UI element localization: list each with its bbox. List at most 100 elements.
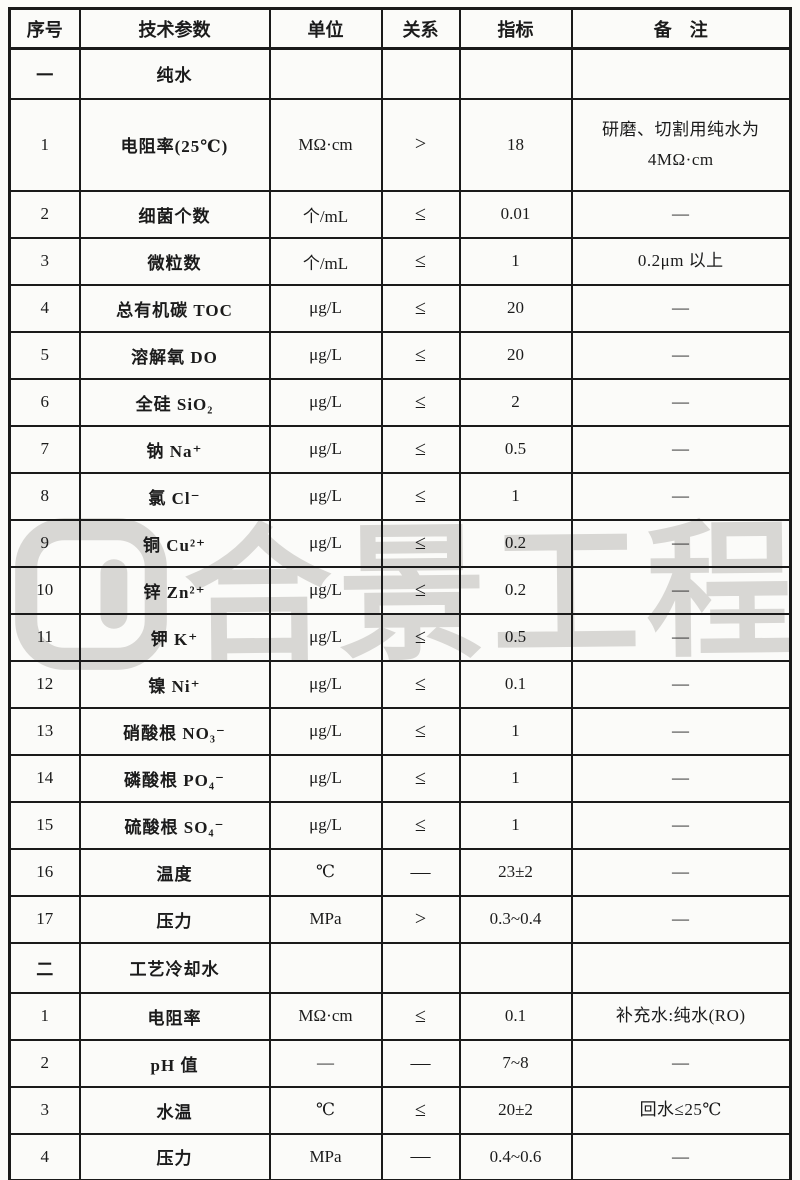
cell-unit: μg/L: [268, 330, 383, 380]
cell-index: 14: [8, 753, 81, 803]
cell-indicator: 1: [458, 706, 573, 756]
cell-relation: [380, 941, 461, 994]
col-header-indicator: 指标: [458, 7, 573, 50]
col-header-index: 序号: [8, 7, 81, 50]
cell-remark: —: [570, 518, 792, 568]
cell-unit: —: [268, 1038, 383, 1088]
cell-relation: ≤: [380, 189, 461, 239]
cell-parameter: 纯水: [78, 47, 271, 100]
cell-remark: —: [570, 659, 792, 709]
cell-remark: [570, 941, 792, 994]
col-header-remark: 备 注: [570, 7, 792, 50]
cell-parameter: 总有机碳 TOC: [78, 283, 271, 333]
table-row: 8 氯 Cl⁻ μg/L ≤ 1 —: [8, 471, 792, 521]
cell-relation: ≤: [380, 283, 461, 333]
spec-table-header: 序号 技术参数 单位 关系 指标 备 注: [8, 7, 792, 50]
cell-indicator: 1: [458, 236, 573, 286]
cell-unit: MΩ·cm: [268, 97, 383, 192]
cell-remark: —: [570, 894, 792, 944]
cell-parameter: 钾 K⁺: [78, 612, 271, 662]
table-row: 17 压力 MPa > 0.3~0.4 —: [8, 894, 792, 944]
cell-indicator: 7~8: [458, 1038, 573, 1088]
cell-parameter: 镍 Ni⁺: [78, 659, 271, 709]
cell-indicator: 18: [458, 97, 573, 192]
col-header-parameter: 技术参数: [78, 7, 271, 50]
cell-unit: [268, 941, 383, 994]
cell-unit: μg/L: [268, 471, 383, 521]
table-row: 15 硫酸根 SO₄⁻ μg/L ≤ 1 —: [8, 800, 792, 850]
cell-unit: MPa: [268, 1132, 383, 1180]
col-header-relation: 关系: [380, 7, 461, 50]
cell-remark: —: [570, 800, 792, 850]
cell-unit: μg/L: [268, 377, 383, 427]
cell-relation: ≤: [380, 565, 461, 615]
cell-indicator: 1: [458, 471, 573, 521]
cell-index: 10: [8, 565, 81, 615]
cell-parameter: 温度: [78, 847, 271, 897]
cell-index: 6: [8, 377, 81, 427]
cell-remark: 回水≤25℃: [570, 1085, 792, 1135]
cell-relation: ≤: [380, 612, 461, 662]
cell-indicator: [458, 47, 573, 100]
cell-relation: ≤: [380, 236, 461, 286]
cell-unit: μg/L: [268, 424, 383, 474]
cell-relation: ≤: [380, 330, 461, 380]
cell-relation: [380, 47, 461, 100]
cell-index: 9: [8, 518, 81, 568]
cell-remark: 研磨、切割用纯水为 4MΩ·cm: [570, 97, 792, 192]
cell-index: 17: [8, 894, 81, 944]
cell-remark: —: [570, 330, 792, 380]
cell-relation: >: [380, 97, 461, 192]
cell-index: 4: [8, 283, 81, 333]
cell-indicator: 0.1: [458, 659, 573, 709]
table-row: 6 全硅 SiO₂ μg/L ≤ 2 —: [8, 377, 792, 427]
cell-unit: μg/L: [268, 565, 383, 615]
cell-remark: 补充水:纯水(RO): [570, 991, 792, 1041]
cell-remark: [570, 47, 792, 100]
cell-parameter: 微粒数: [78, 236, 271, 286]
cell-index: 一: [8, 47, 81, 100]
cell-unit: μg/L: [268, 659, 383, 709]
table-row: 1 电阻率 MΩ·cm ≤ 0.1 补充水:纯水(RO): [8, 991, 792, 1041]
cell-relation: ≤: [380, 377, 461, 427]
cell-remark: —: [570, 1038, 792, 1088]
table-row: 14 磷酸根 PO₄⁻ μg/L ≤ 1 —: [8, 753, 792, 803]
cell-indicator: [458, 941, 573, 994]
cell-relation: >: [380, 894, 461, 944]
cell-indicator: 1: [458, 753, 573, 803]
cell-index: 11: [8, 612, 81, 662]
cell-relation: —: [380, 847, 461, 897]
cell-index: 13: [8, 706, 81, 756]
cell-parameter: 工艺冷却水: [78, 941, 271, 994]
cell-parameter: 铜 Cu²⁺: [78, 518, 271, 568]
cell-index: 1: [8, 97, 81, 192]
cell-remark: —: [570, 847, 792, 897]
cell-index: 15: [8, 800, 81, 850]
table-row: 2 pH 值 — — 7~8 —: [8, 1038, 792, 1088]
cell-parameter: 电阻率: [78, 991, 271, 1041]
table-row: 2 细菌个数 个/mL ≤ 0.01 —: [8, 189, 792, 239]
cell-index: 12: [8, 659, 81, 709]
cell-index: 16: [8, 847, 81, 897]
cell-unit: 个/mL: [268, 236, 383, 286]
cell-unit: μg/L: [268, 800, 383, 850]
table-row: 4 压力 MPa — 0.4~0.6 —: [8, 1132, 792, 1180]
cell-index: 2: [8, 1038, 81, 1088]
table-row: 4 总有机碳 TOC μg/L ≤ 20 —: [8, 283, 792, 333]
table-row: 二 工艺冷却水: [8, 941, 792, 994]
cell-indicator: 0.5: [458, 424, 573, 474]
spec-table: 序号 技术参数 单位 关系 指标 备 注 一 纯水 1 电阻率(25℃) MΩ·…: [8, 7, 792, 1180]
table-row: 1 电阻率(25℃) MΩ·cm > 18 研磨、切割用纯水为 4MΩ·cm: [8, 97, 792, 192]
cell-relation: ≤: [380, 518, 461, 568]
cell-remark: —: [570, 377, 792, 427]
cell-parameter: 细菌个数: [78, 189, 271, 239]
cell-parameter: 氯 Cl⁻: [78, 471, 271, 521]
cell-indicator: 20: [458, 283, 573, 333]
cell-indicator: 1: [458, 800, 573, 850]
cell-indicator: 0.5: [458, 612, 573, 662]
cell-index: 2: [8, 189, 81, 239]
table-row: 3 微粒数 个/mL ≤ 1 0.2μm 以上: [8, 236, 792, 286]
cell-relation: ≤: [380, 424, 461, 474]
cell-relation: ≤: [380, 659, 461, 709]
cell-unit: ℃: [268, 1085, 383, 1135]
